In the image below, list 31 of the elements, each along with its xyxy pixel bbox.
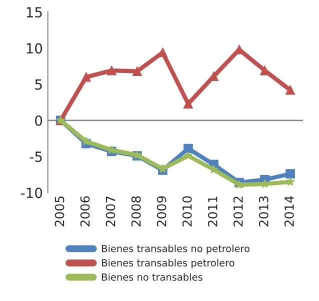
x-tick-label: 2005 bbox=[54, 196, 64, 226]
x-tick-label: 2013 bbox=[258, 196, 268, 226]
point bbox=[286, 85, 295, 95]
legend-label: Bienes transables no petrolero bbox=[102, 244, 250, 254]
point bbox=[132, 66, 142, 76]
x-tick-label: 2009 bbox=[156, 196, 166, 226]
point bbox=[286, 169, 295, 179]
x-tick-label: 2012 bbox=[233, 196, 243, 226]
y-tick-label: -5 bbox=[30, 152, 42, 162]
y-tick-label: 15 bbox=[26, 7, 42, 18]
point bbox=[81, 72, 91, 82]
legend-label: Bienes transables petrolero bbox=[102, 258, 234, 268]
point bbox=[184, 144, 193, 154]
x-tick-label: 2006 bbox=[80, 196, 90, 226]
y-tick-label: 0 bbox=[35, 115, 42, 126]
point bbox=[184, 151, 193, 160]
point bbox=[286, 177, 295, 186]
point bbox=[184, 99, 193, 108]
legend-label: Bienes no transables bbox=[102, 273, 202, 281]
point bbox=[158, 48, 168, 58]
point bbox=[106, 66, 116, 76]
x-tick-label: 2010 bbox=[182, 196, 192, 226]
y-tick-label: 5 bbox=[35, 79, 42, 90]
x-tick-label: 2011 bbox=[208, 196, 218, 226]
x-tick-label: 2007 bbox=[106, 196, 116, 226]
point bbox=[260, 66, 270, 76]
x-tick-label: 2008 bbox=[131, 196, 141, 226]
y-tick-label: -10 bbox=[20, 188, 42, 198]
y-tick-label: 10 bbox=[26, 43, 42, 54]
x-tick-label: 2014 bbox=[284, 196, 294, 226]
point bbox=[82, 136, 91, 146]
